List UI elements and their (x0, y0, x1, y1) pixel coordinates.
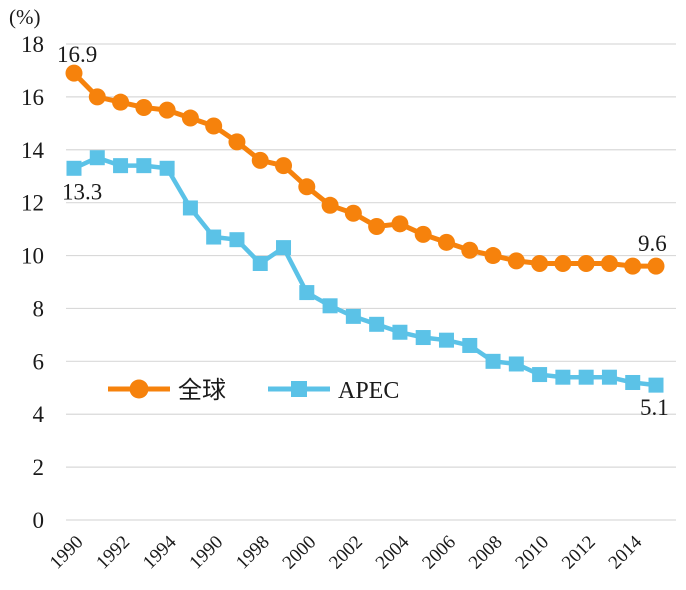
y-axis-tick-label: 4 (33, 402, 45, 427)
data-point-marker-circle (158, 101, 176, 119)
data-point-label: 16.9 (57, 42, 97, 67)
data-point-marker-square (136, 158, 152, 174)
data-point-label: 5.1 (640, 395, 669, 420)
x-axis-tick-label: 2010 (511, 532, 553, 574)
data-point-marker-square (113, 158, 129, 174)
data-point-marker-square (299, 285, 315, 301)
data-point-marker-circle (647, 257, 665, 275)
data-point-marker-square (89, 150, 105, 166)
legend-label: APEC (338, 378, 399, 404)
data-point-marker-circle (577, 254, 595, 272)
data-point-marker-circle (461, 241, 479, 259)
legend-marker-circle (129, 379, 149, 399)
data-point-label: 9.6 (638, 231, 667, 256)
data-point-marker-circle (205, 117, 223, 135)
data-point-marker-circle (251, 151, 269, 169)
data-point-marker-square (555, 369, 571, 385)
data-point-marker-square (229, 232, 245, 248)
data-point-marker-square (206, 229, 222, 245)
y-axis-tick-label: 18 (21, 32, 44, 57)
data-point-marker-circle (531, 254, 549, 272)
x-axis-tick-label: 2000 (279, 532, 321, 574)
data-point-marker-square (322, 298, 338, 314)
legend-label: 全球 (178, 377, 226, 404)
data-point-marker-square (392, 324, 408, 340)
x-axis-tick-label: 1992 (92, 532, 134, 574)
y-axis-tick-label: 10 (21, 244, 44, 269)
data-point-marker-circle (135, 98, 153, 116)
data-point-marker-square (485, 353, 501, 369)
data-point-marker-square (276, 240, 292, 256)
y-axis-tick-label: 6 (33, 349, 45, 374)
data-point-marker-circle (228, 133, 246, 151)
data-point-marker-square (462, 337, 478, 353)
data-point-marker-circle (181, 109, 199, 127)
y-axis-tick-label: 8 (33, 296, 45, 321)
data-point-marker-circle (507, 252, 525, 270)
data-point-marker-square (532, 367, 548, 383)
y-axis-tick-label: 0 (33, 508, 45, 533)
data-point-marker-square (438, 332, 454, 348)
data-point-marker-circle (484, 247, 502, 265)
data-point-label: 13.3 (62, 179, 102, 204)
data-point-marker-circle (414, 225, 432, 243)
x-axis-tick-label: 1998 (232, 532, 274, 574)
data-point-marker-circle (65, 64, 83, 82)
data-point-marker-square (345, 308, 361, 324)
y-axis-unit-label: (%) (9, 5, 40, 29)
legend-marker-square (291, 381, 307, 397)
x-axis-tick-label: 2006 (418, 532, 460, 574)
y-axis-tick-label: 2 (33, 455, 45, 480)
series-apec-line (73, 155, 657, 388)
data-point-marker-square (252, 255, 268, 271)
data-point-marker-circle (275, 157, 293, 175)
data-point-marker-circle (88, 88, 106, 106)
data-point-marker-square (601, 369, 617, 385)
data-point-marker-square (415, 330, 431, 346)
data-point-marker-square (182, 200, 198, 216)
data-point-marker-circle (321, 196, 339, 214)
x-axis-tick-label: 1990 (185, 532, 227, 574)
x-axis-tick-label: 1994 (139, 531, 181, 573)
y-axis-tick-label: 16 (21, 85, 44, 110)
x-axis-tick-label: 2012 (558, 532, 600, 574)
data-point-marker-square (648, 377, 664, 393)
x-axis-tick-label: 2014 (605, 531, 647, 573)
data-point-marker-square (159, 160, 175, 176)
data-point-marker-circle (368, 217, 386, 235)
data-point-marker-circle (344, 204, 362, 222)
data-point-marker-square (578, 369, 594, 385)
data-point-marker-circle (437, 233, 455, 251)
data-point-marker-circle (600, 254, 618, 272)
x-axis-tick-label: 2002 (325, 532, 367, 574)
x-axis-tick-label: 2008 (465, 532, 507, 574)
data-point-marker-circle (391, 215, 409, 233)
data-point-marker-square (508, 356, 524, 372)
data-point-marker-circle (554, 254, 572, 272)
data-point-marker-circle (298, 178, 316, 196)
data-point-marker-circle (624, 257, 642, 275)
data-point-marker-circle (112, 93, 130, 111)
data-point-marker-square (66, 160, 82, 176)
x-axis-tick-label: 2004 (372, 531, 414, 573)
data-point-marker-square (625, 374, 641, 390)
y-axis-tick-label: 14 (21, 138, 45, 163)
data-point-marker-square (369, 316, 385, 332)
y-axis-tick-label: 12 (21, 191, 44, 216)
x-axis-tick-label: 1990 (46, 532, 88, 574)
